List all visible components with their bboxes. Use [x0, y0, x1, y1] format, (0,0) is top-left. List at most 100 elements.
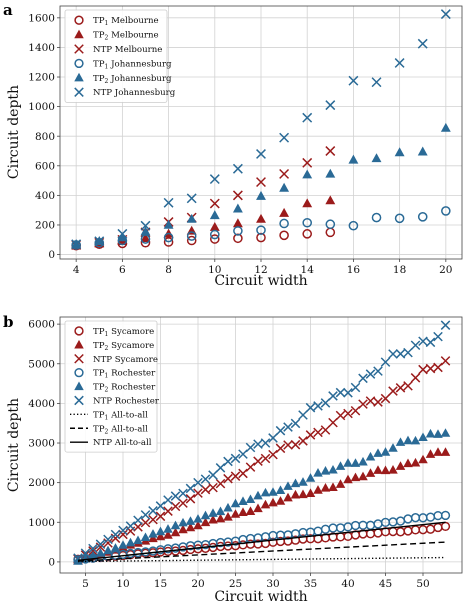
series-tp2-all-to-all	[77, 541, 446, 562]
series-ntp-all-to-all	[77, 521, 446, 562]
data-point	[133, 515, 143, 526]
data-point	[313, 485, 323, 494]
data-point	[268, 449, 278, 460]
legend-marker	[74, 87, 84, 97]
data-point	[209, 229, 220, 240]
data-point	[365, 369, 376, 379]
legend-marker	[74, 58, 84, 69]
data-point	[302, 112, 313, 123]
x-tick-label: 30	[266, 578, 279, 590]
data-point	[260, 438, 271, 448]
data-point	[163, 524, 173, 533]
data-point	[232, 163, 243, 174]
data-point	[313, 401, 323, 411]
y-tick-label: 1400	[28, 42, 55, 54]
data-point	[140, 510, 151, 520]
data-point	[313, 526, 323, 536]
data-point	[320, 483, 331, 492]
data-point	[388, 465, 398, 474]
data-point	[440, 428, 451, 437]
y-tick-label: 5000	[28, 358, 55, 370]
data-point	[425, 524, 436, 534]
panel-a-ylabel: Circuit depth	[6, 85, 22, 179]
data-point	[103, 538, 113, 548]
data-point	[433, 510, 443, 521]
data-point	[245, 533, 256, 544]
y-tick-label: 1000	[28, 101, 55, 113]
legend-item: TP2 Rochester	[74, 381, 156, 394]
data-point	[279, 132, 290, 143]
legend-item: TP1 Melbourne	[74, 15, 159, 27]
data-point	[298, 436, 308, 446]
panel-b: b 5 10 15 20 25 30 35 40 45 50 0 1000 2000 3000 4000 50…	[3, 313, 463, 605]
y-tick-label: 4000	[28, 398, 55, 410]
data-point	[155, 526, 166, 536]
data-point	[140, 220, 151, 231]
data-point	[358, 471, 368, 481]
data-point	[380, 465, 391, 475]
data-point	[140, 532, 151, 542]
data-point	[440, 521, 451, 532]
data-point	[394, 58, 405, 68]
data-point	[238, 496, 248, 505]
legend-label: NTP Sycamore	[93, 355, 158, 365]
data-point	[365, 468, 376, 477]
data-point	[118, 525, 128, 536]
data-point	[256, 149, 266, 159]
data-point	[440, 356, 451, 366]
data-point	[140, 226, 151, 236]
legend-item: TP2 Johannesburg	[74, 72, 172, 85]
legend-item: TP2 Sycamore	[74, 339, 154, 352]
data-point	[233, 226, 243, 236]
legend-item: NTP Johannesburg	[74, 87, 176, 98]
data-point	[95, 542, 106, 552]
data-point	[373, 448, 383, 457]
data-point	[425, 449, 436, 458]
data-point	[178, 517, 188, 527]
panel-b-data	[73, 320, 451, 565]
legend-marker	[74, 395, 84, 406]
data-point	[148, 506, 158, 516]
panel-b-letter: b	[3, 313, 14, 331]
data-point	[348, 220, 359, 231]
data-point	[155, 501, 166, 511]
data-point	[133, 535, 143, 545]
legend-item: TP2 All-to-all	[70, 424, 148, 435]
data-point	[395, 461, 406, 470]
data-point	[410, 435, 421, 445]
data-point	[410, 513, 421, 523]
series-line	[77, 541, 446, 562]
legend-marker	[74, 326, 84, 336]
data-point	[283, 492, 293, 502]
data-point	[380, 357, 391, 367]
y-tick-label: 6000	[28, 319, 55, 331]
data-point	[325, 146, 336, 156]
data-point	[200, 517, 211, 527]
data-point	[223, 473, 233, 484]
data-point	[95, 539, 106, 549]
legend-box	[64, 320, 158, 453]
data-point	[343, 408, 353, 419]
data-point	[403, 514, 413, 524]
legend-marker	[74, 381, 84, 391]
data-point	[350, 382, 361, 393]
data-point	[302, 217, 313, 228]
data-point	[328, 482, 338, 491]
data-point	[185, 516, 196, 525]
data-point	[417, 146, 428, 156]
data-point	[253, 456, 263, 466]
data-point	[290, 418, 301, 429]
x-tick-label: 20	[191, 578, 204, 590]
y-tick-label: 2000	[28, 477, 55, 489]
legend-item: TP1 Sycamore	[74, 326, 154, 338]
data-point	[230, 471, 241, 481]
data-point	[186, 231, 197, 241]
data-point	[215, 478, 226, 489]
data-point	[440, 510, 451, 521]
data-point	[403, 435, 413, 445]
y-tick-label: 400	[35, 190, 55, 202]
data-point	[275, 443, 286, 454]
data-point	[335, 523, 346, 533]
data-point	[417, 212, 428, 222]
data-point	[395, 516, 406, 526]
